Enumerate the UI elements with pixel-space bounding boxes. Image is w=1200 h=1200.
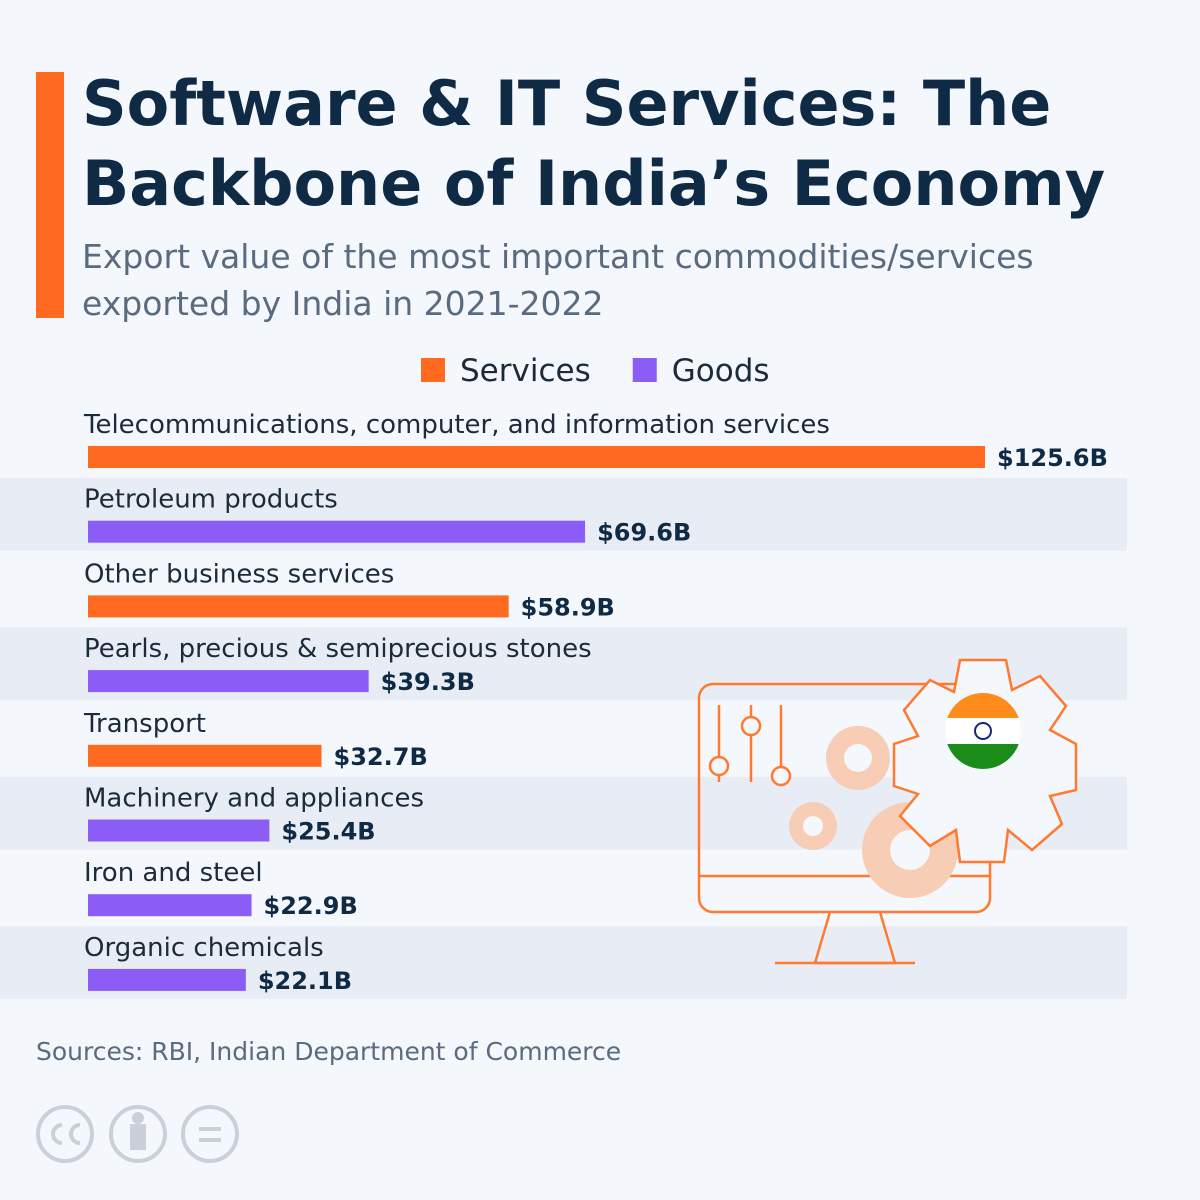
legend-label: Goods: [672, 353, 770, 389]
value-label: $22.1B: [258, 967, 352, 995]
category-label: Transport: [83, 709, 206, 739]
illustration: [697, 658, 1078, 965]
category-label: Other business services: [84, 559, 394, 589]
category-label: Machinery and appliances: [84, 784, 424, 814]
bar: [88, 968, 246, 991]
chart-subtitle: Export value of the most important commo…: [82, 237, 1034, 276]
accent-bar: [36, 72, 64, 318]
value-label: $32.7B: [334, 743, 428, 771]
chart-subtitle: exported by India in 2021-2022: [82, 284, 604, 323]
legend-swatch: [421, 358, 445, 382]
bar: [88, 446, 985, 468]
category-label: Telecommunications, computer, and inform…: [83, 410, 830, 440]
bar: [88, 894, 252, 917]
bar: [88, 520, 586, 543]
legend-swatch: [632, 358, 657, 382]
category-label: Petroleum products: [84, 485, 338, 515]
value-label: $58.9B: [521, 593, 615, 621]
legend-label: Services: [460, 353, 591, 389]
bar: [88, 670, 369, 693]
chart-title: Backbone of India’s Economy: [82, 147, 1105, 220]
flag: [945, 693, 1021, 769]
value-label: $25.4B: [281, 818, 375, 846]
category-label: Iron and steel: [84, 858, 263, 888]
category-label: Pearls, precious & semiprecious stones: [84, 634, 592, 664]
category-label: Organic chemicals: [84, 933, 324, 963]
license-icons: [36, 1105, 239, 1163]
chart-title: Software & IT Services: The: [82, 67, 1051, 140]
value-label: $69.6B: [597, 519, 691, 547]
value-label: $22.9B: [264, 892, 358, 920]
bar: [88, 744, 322, 767]
value-label: $39.3B: [381, 668, 475, 696]
bar: [88, 819, 270, 842]
source: Sources: RBI, Indian Department of Comme…: [36, 1037, 621, 1066]
bar: [88, 595, 509, 618]
value-label: $125.6B: [997, 444, 1108, 472]
